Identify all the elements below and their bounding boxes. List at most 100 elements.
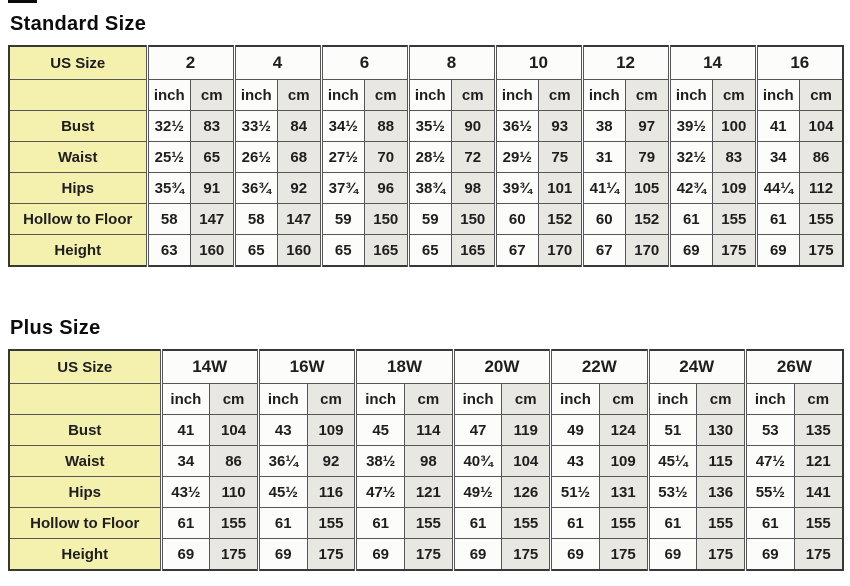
plus-waist-22w-cm: 109 [598, 445, 649, 477]
plus-hips-26w-inch: 55½ [743, 476, 795, 508]
plus-height-26w-inch: 69 [743, 538, 795, 571]
plus-waist-20w-inch: 40¾ [451, 445, 503, 477]
plus-height-14w-inch: 69 [159, 538, 211, 571]
plus-size-header-26w: 26W [743, 349, 844, 384]
standard-height-8-inch: 65 [406, 234, 452, 267]
standard-size-header-8: 8 [406, 45, 496, 80]
plus-unit-inch-20w: inch [451, 383, 503, 415]
standard-hollow-to-floor-12-inch: 60 [580, 203, 627, 235]
plus-bust-18w-cm: 114 [404, 414, 454, 446]
standard-bust-10-inch: 36½ [493, 110, 539, 142]
standard-hips-6-cm: 96 [364, 172, 409, 204]
plus-bust-20w-inch: 47 [451, 414, 503, 446]
standard-waist-8-inch: 28½ [406, 141, 452, 173]
plus-hips-20w-cm: 126 [501, 476, 552, 508]
plus-hollow-to-floor-26w-inch: 61 [743, 507, 795, 539]
standard-unit-cm-4: cm [277, 79, 322, 111]
plus-height-20w-cm: 175 [501, 538, 552, 571]
standard-waist-14-inch: 32½ [667, 141, 714, 173]
standard-bust-10-cm: 93 [538, 110, 583, 142]
plus-hips-14w-inch: 43½ [159, 476, 211, 508]
plus-hips-16w-inch: 45½ [256, 476, 308, 508]
standard-hollow-to-floor-4-cm: 147 [277, 203, 322, 235]
standard-size-header-4: 4 [232, 45, 322, 80]
standard-bust-16-inch: 41 [754, 110, 801, 142]
standard-hips-16-inch: 44¼ [754, 172, 801, 204]
standard-height-4-inch: 65 [232, 234, 278, 267]
plus-row-label-height: Height [8, 538, 162, 571]
plus-unit-inch-26w: inch [743, 383, 795, 415]
standard-waist-2-inch: 25½ [145, 141, 191, 173]
plus-hips-20w-inch: 49½ [451, 476, 503, 508]
standard-height-4-cm: 160 [277, 234, 322, 267]
plus-corner-blank [8, 383, 162, 415]
plus-hollow-to-floor-16w-cm: 155 [306, 507, 357, 539]
plus-row-waist: Waist 34 86 36¼ 92 38½ 98 40¾ 104 43 109 45¼ 115 47½ 1… [8, 445, 844, 477]
plus-unit-cm-26w: cm [793, 383, 844, 415]
standard-bust-16-cm: 104 [799, 110, 844, 142]
standard-height-14-inch: 69 [667, 234, 714, 267]
standard-waist-14-cm: 83 [712, 141, 757, 173]
plus-size-header-22w: 22W [549, 349, 649, 384]
standard-row-label-waist: Waist [8, 141, 148, 173]
plus-unit-cm-22w: cm [598, 383, 649, 415]
standard-waist-10-cm: 75 [538, 141, 583, 173]
standard-hips-14-inch: 42¾ [667, 172, 714, 204]
standard-bust-12-cm: 97 [625, 110, 670, 142]
plus-waist-26w-cm: 121 [793, 445, 844, 477]
plus-waist-24w-cm: 115 [696, 445, 746, 477]
standard-bust-8-inch: 35½ [406, 110, 452, 142]
standard-waist-2-cm: 65 [190, 141, 235, 173]
plus-waist-14w-inch: 34 [159, 445, 211, 477]
standard-unit-inch-12: inch [580, 79, 627, 111]
standard-hollow-to-floor-14-cm: 155 [712, 203, 757, 235]
plus-unit-inch-14w: inch [159, 383, 211, 415]
plus-height-24w-inch: 69 [646, 538, 698, 571]
standard-bust-12-inch: 38 [580, 110, 627, 142]
standard-unit-cm-2: cm [190, 79, 235, 111]
plus-bust-18w-inch: 45 [354, 414, 406, 446]
plus-bust-26w-inch: 53 [743, 414, 795, 446]
standard-hollow-to-floor-2-cm: 147 [190, 203, 235, 235]
standard-bust-2-cm: 83 [190, 110, 235, 142]
plus-row-hips: Hips 43½ 110 45½ 116 47½ 121 49½ 126 51½ 131 53½ 136… [8, 476, 844, 508]
standard-unit-inch-10: inch [493, 79, 539, 111]
plus-waist-18w-cm: 98 [404, 445, 454, 477]
standard-hips-2-cm: 91 [190, 172, 235, 204]
plus-row-height: Height 69 175 69 175 69 175 69 175 69 175 69 175 69 17… [8, 538, 844, 571]
plus-row-bust: Bust 41 104 43 109 45 114 47 119 49 124 51 130 53 135 [8, 414, 844, 446]
standard-size-header-2: 2 [145, 45, 235, 80]
plus-bust-22w-inch: 49 [549, 414, 600, 446]
plus-bust-22w-cm: 124 [598, 414, 649, 446]
standard-height-10-inch: 67 [493, 234, 539, 267]
standard-waist-6-inch: 27½ [319, 141, 365, 173]
standard-row-bust: Bust 32½ 83 33½ 84 34½ 88 35½ 90 36½ 93 38 97 39½ 100 4… [8, 110, 844, 142]
standard-bust-14-cm: 100 [712, 110, 757, 142]
plus-hollow-to-floor-20w-inch: 61 [451, 507, 503, 539]
plus-bust-20w-cm: 119 [501, 414, 552, 446]
plus-bust-16w-cm: 109 [306, 414, 357, 446]
standard-hips-12-inch: 41¼ [580, 172, 627, 204]
plus-unit-inch-22w: inch [549, 383, 600, 415]
standard-hips-16-cm: 112 [799, 172, 844, 204]
standard-bust-4-inch: 33½ [232, 110, 278, 142]
standard-height-14-cm: 175 [712, 234, 757, 267]
standard-bust-8-cm: 90 [451, 110, 496, 142]
standard-hollow-to-floor-2-inch: 58 [145, 203, 191, 235]
standard-row-label-height: Height [8, 234, 148, 267]
plus-hips-26w-cm: 141 [793, 476, 844, 508]
standard-unit-cm-16: cm [799, 79, 844, 111]
plus-bust-14w-cm: 104 [209, 414, 259, 446]
plus-bust-14w-inch: 41 [159, 414, 211, 446]
plus-waist-16w-cm: 92 [306, 445, 357, 477]
plus-unit-cm-14w: cm [209, 383, 259, 415]
standard-height-16-cm: 175 [799, 234, 844, 267]
plus-height-20w-inch: 69 [451, 538, 503, 571]
plus-row-label-hollow-to-floor: Hollow to Floor [8, 507, 162, 539]
standard-height-16-inch: 69 [754, 234, 801, 267]
plus-hips-22w-cm: 131 [598, 476, 649, 508]
plus-size-header-24w: 24W [646, 349, 746, 384]
standard-size-header-16: 16 [754, 45, 844, 80]
plus-unit-inch-18w: inch [354, 383, 406, 415]
